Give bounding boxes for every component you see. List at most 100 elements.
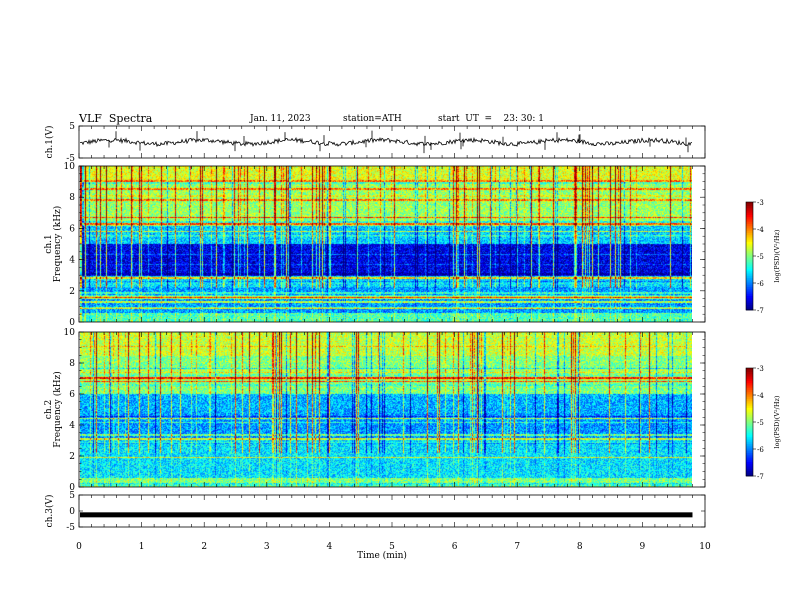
colorbar-swatch	[746, 461, 753, 464]
colorbar-swatch	[746, 447, 753, 450]
colorbar-swatch	[746, 474, 753, 477]
chart-title: VLF Spectra	[79, 112, 153, 125]
x-tick-label: 5	[389, 542, 395, 552]
date-label: Jan. 11, 2023	[250, 114, 311, 124]
colorbar-swatch	[746, 243, 753, 246]
colorbar-swatch	[746, 238, 753, 241]
x-tick-label: 9	[640, 542, 646, 552]
colorbar-swatch	[746, 239, 753, 242]
colorbar-swatch	[746, 393, 753, 396]
colorbar-swatch	[746, 467, 753, 470]
colorbar-swatch	[746, 458, 753, 461]
colorbar-swatch	[746, 452, 753, 455]
colorbar-swatch	[746, 396, 753, 399]
colorbar-swatch	[746, 369, 753, 372]
ch1-spectrogram: 0 2 4 6 8 10 ch.1 Frequency (kHz) -3 -4 -5 -6 -7 log(…	[44, 162, 781, 328]
colorbar-swatch	[746, 423, 753, 426]
colorbar-swatch	[746, 265, 753, 268]
colorbar-swatch	[746, 416, 753, 419]
x-tick-label: 3	[264, 542, 270, 552]
colorbar-swatch	[746, 434, 753, 437]
colorbar-swatch	[746, 368, 753, 371]
x-tick-label: 2	[201, 542, 207, 552]
colorbar-swatch	[746, 375, 753, 378]
colorbar-swatch	[746, 225, 753, 228]
colorbar-swatch	[746, 440, 753, 443]
ch2-spectrogram-ylabel-frequency: Frequency (kHz)	[52, 371, 63, 448]
colorbar-swatch	[746, 441, 753, 444]
y-tick-label: 4	[69, 256, 75, 266]
colorbar-swatch	[746, 274, 753, 277]
colorbar-swatch	[746, 212, 753, 215]
colorbar-swatch	[746, 236, 753, 239]
colorbar-swatch	[746, 230, 753, 233]
station-label: station=ATH	[343, 114, 402, 124]
ch1-spectrogram-image	[80, 166, 692, 322]
colorbar-swatch	[746, 288, 753, 291]
colorbar-swatch	[746, 465, 753, 468]
colorbar-swatch	[746, 259, 753, 262]
colorbar-swatch	[746, 220, 753, 223]
y-tick-label: 0	[69, 483, 75, 493]
colorbar-swatch	[746, 404, 753, 407]
colorbar-swatch	[746, 306, 753, 309]
colorbar-tick-label: -5	[757, 419, 764, 427]
colorbar-swatch	[746, 241, 753, 244]
colorbar-swatch	[746, 209, 753, 212]
colorbar-swatch	[746, 377, 753, 380]
colorbar-tick-label: -3	[757, 199, 764, 207]
colorbar-swatch	[746, 308, 753, 311]
colorbar-swatch	[746, 402, 753, 405]
colorbar-swatch	[746, 257, 753, 260]
colorbar-swatch	[746, 211, 753, 214]
colorbar-swatch	[746, 248, 753, 251]
ch3-waveform-trace	[80, 512, 693, 518]
colorbar-swatch	[746, 286, 753, 289]
y-tick-label: -5	[66, 154, 75, 164]
colorbar-swatch	[746, 427, 753, 430]
colorbar-swatch	[746, 389, 753, 392]
colorbar-swatch	[746, 418, 753, 421]
colorbar-swatch	[746, 256, 753, 259]
colorbar-swatch	[746, 378, 753, 381]
colorbar-tick-label: -6	[757, 446, 764, 454]
colorbar-swatch	[746, 252, 753, 255]
colorbar-swatch	[746, 411, 753, 414]
colorbar-swatch	[746, 229, 753, 232]
colorbar-swatch	[746, 254, 753, 257]
colorbar-swatch	[746, 205, 753, 208]
colorbar-tick-label: -3	[757, 365, 764, 373]
y-tick-label: 2	[69, 287, 75, 297]
colorbar-swatch	[746, 429, 753, 432]
colorbar-swatch	[746, 445, 753, 448]
ch1-waveform-trace	[80, 130, 692, 154]
colorbar-swatch	[746, 283, 753, 286]
colorbar-swatch	[746, 395, 753, 398]
y-tick-label: 10	[64, 162, 76, 172]
ch1-waveform-ylabel: ch.1(V)	[44, 126, 55, 159]
colorbar-swatch	[746, 202, 753, 205]
colorbar-swatch	[746, 414, 753, 417]
colorbar-swatch	[746, 450, 753, 453]
ch2-spectrogram-image	[80, 332, 692, 487]
y-tick-label: 0	[69, 507, 75, 517]
colorbar-swatch	[746, 297, 753, 300]
colorbar-swatch	[746, 263, 753, 266]
colorbar-swatch	[746, 398, 753, 401]
colorbar-swatch	[746, 420, 753, 423]
ch3-waveform-ylabel: ch.3(V)	[44, 495, 55, 528]
colorbar-tick-label: -4	[757, 226, 764, 234]
colorbar-swatch	[746, 472, 753, 475]
colorbar-swatch	[746, 391, 753, 394]
colorbar-swatch	[746, 284, 753, 287]
colorbar-swatch	[746, 223, 753, 226]
colorbar-swatch	[746, 293, 753, 296]
colorbar-swatch	[746, 443, 753, 446]
colorbar-swatch	[746, 275, 753, 278]
colorbar-swatch	[746, 454, 753, 457]
colorbar-swatch	[746, 373, 753, 376]
colorbar-swatch	[746, 371, 753, 374]
ch1-spectrogram-colorbar: -3 -4 -5 -6 -7 log(PSD)(V²/Hz)	[745, 199, 781, 315]
y-tick-label: 10	[64, 328, 76, 338]
colorbar-swatch	[746, 207, 753, 210]
